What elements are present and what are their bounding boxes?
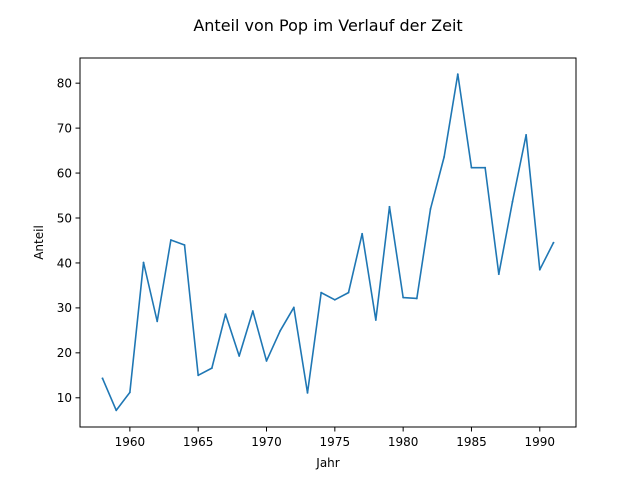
data-point	[128, 391, 131, 394]
data-point	[333, 298, 336, 301]
data-point	[251, 310, 254, 312]
y-tick-label: 30	[57, 301, 72, 315]
data-point	[156, 320, 159, 323]
x-tick-label: 1990	[525, 435, 556, 449]
x-tick-label: 1985	[456, 435, 487, 449]
data-point	[210, 367, 213, 370]
data-point	[183, 244, 186, 246]
data-point	[374, 319, 377, 321]
data-point	[470, 166, 473, 169]
data-point	[306, 391, 309, 394]
data-point	[142, 261, 145, 264]
x-axis-label: Jahr	[315, 456, 339, 470]
data-point	[347, 291, 350, 294]
data-point	[169, 239, 172, 241]
data-point	[101, 377, 104, 380]
plot-area: 1960 1965 1970 1975 1980 1985 1990 10 20 30 40 50 6…	[57, 57, 577, 449]
x-tick-label: 1960	[115, 435, 146, 449]
x-tick-label: 1970	[251, 435, 282, 449]
data-point	[552, 241, 555, 244]
data-point	[511, 200, 514, 203]
data-point	[361, 232, 364, 235]
axes-frame	[79, 57, 577, 428]
data-point	[497, 273, 500, 276]
y-tick-label: 10	[57, 391, 72, 405]
y-tick-label: 70	[57, 121, 72, 135]
data-point	[429, 208, 432, 210]
data-point	[456, 73, 459, 76]
data-point	[443, 155, 446, 158]
data-point	[292, 306, 295, 309]
chart-title: Anteil von Pop im Verlauf der Zeit	[193, 16, 462, 35]
data-point	[484, 166, 487, 169]
data-point	[525, 133, 528, 136]
y-tick-label: 80	[57, 76, 72, 90]
data-point	[197, 374, 200, 377]
data-point	[238, 355, 241, 357]
data-point	[115, 409, 118, 412]
x-tick-label: 1980	[388, 435, 419, 449]
data-point	[415, 297, 418, 300]
x-axis: 1960 1965 1970 1975 1980 1985 1990	[115, 427, 555, 449]
y-tick-label: 40	[57, 256, 72, 270]
data-point	[265, 360, 268, 362]
y-tick-label: 60	[57, 166, 72, 180]
data-point	[224, 313, 227, 316]
y-tick-label: 20	[57, 346, 72, 360]
y-tick-label: 50	[57, 211, 72, 225]
y-axis-label: Anteil	[32, 225, 46, 260]
data-point	[402, 296, 405, 299]
data-point	[538, 268, 541, 271]
series-line	[101, 73, 555, 412]
x-tick-label: 1975	[320, 435, 351, 449]
series-group	[101, 73, 555, 412]
data-point	[279, 329, 282, 332]
y-axis: 10 20 30 40 50 60 70 80	[57, 76, 80, 405]
data-point	[388, 205, 391, 208]
x-tick-label: 1965	[183, 435, 214, 449]
data-point	[320, 291, 323, 294]
